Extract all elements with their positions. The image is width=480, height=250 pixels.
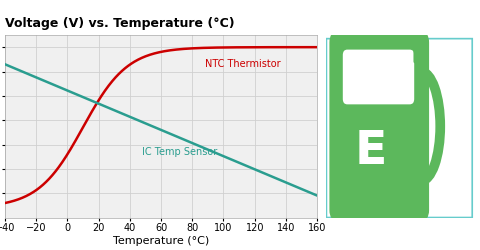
Text: IC Temp Sensor: IC Temp Sensor (142, 147, 217, 157)
FancyBboxPatch shape (329, 31, 429, 221)
Text: E: E (355, 129, 387, 174)
Text: NTC Thermistor: NTC Thermistor (205, 59, 280, 69)
FancyBboxPatch shape (343, 50, 414, 104)
X-axis label: Temperature (°C): Temperature (°C) (113, 236, 209, 246)
FancyBboxPatch shape (413, 50, 428, 63)
Text: Voltage (V) vs. Temperature (°C): Voltage (V) vs. Temperature (°C) (5, 18, 234, 30)
